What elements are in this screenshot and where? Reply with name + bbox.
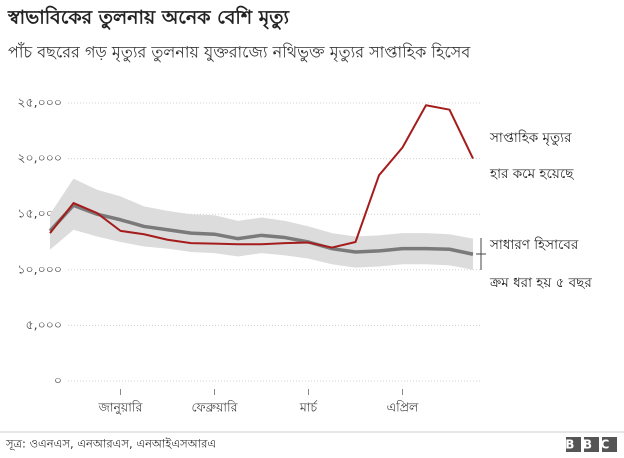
line	[48, 203, 474, 256]
chart-subtitle: পাঁচ বছরের গড় মৃত্যুর তুলনায় যুক্তরাজ্…	[8, 43, 471, 63]
chart-title: স্বাভাবিকের তুলনায় অনেক বেশি মৃত্যু	[7, 6, 291, 31]
y-tick-label: ১০,০০০	[17, 261, 62, 276]
x-tick-label: ফেব্রুয়ারি	[191, 400, 238, 415]
series-label: হার কমে হয়েছে	[489, 166, 575, 182]
series-label: ক্রম ধরা হয় ৫ বছর	[489, 275, 592, 291]
y-tick-label: ৫,০০০	[26, 317, 62, 332]
source: সূত্র: ওএনএস, এনআরএস, এনআইএসআরএ	[5, 437, 216, 452]
logo-text: BBC	[565, 438, 618, 452]
x-tick-label: এপ্রিল	[387, 400, 419, 415]
x-tick-label: মার্চ	[299, 400, 319, 415]
y-tick-label: ২০,০০০	[17, 150, 62, 165]
series-label: সাধারণ হিসাবের	[489, 236, 579, 253]
logo	[566, 437, 617, 452]
y-tick-label: ২৫,০০০	[17, 95, 62, 110]
range-band	[50, 178, 473, 270]
line	[49, 104, 474, 249]
x-tick-label: জানুয়ারি	[98, 400, 144, 416]
y-tick-label: ০	[54, 373, 62, 388]
series-label: সাপ্তাহিক মৃত্যুর	[489, 129, 572, 146]
